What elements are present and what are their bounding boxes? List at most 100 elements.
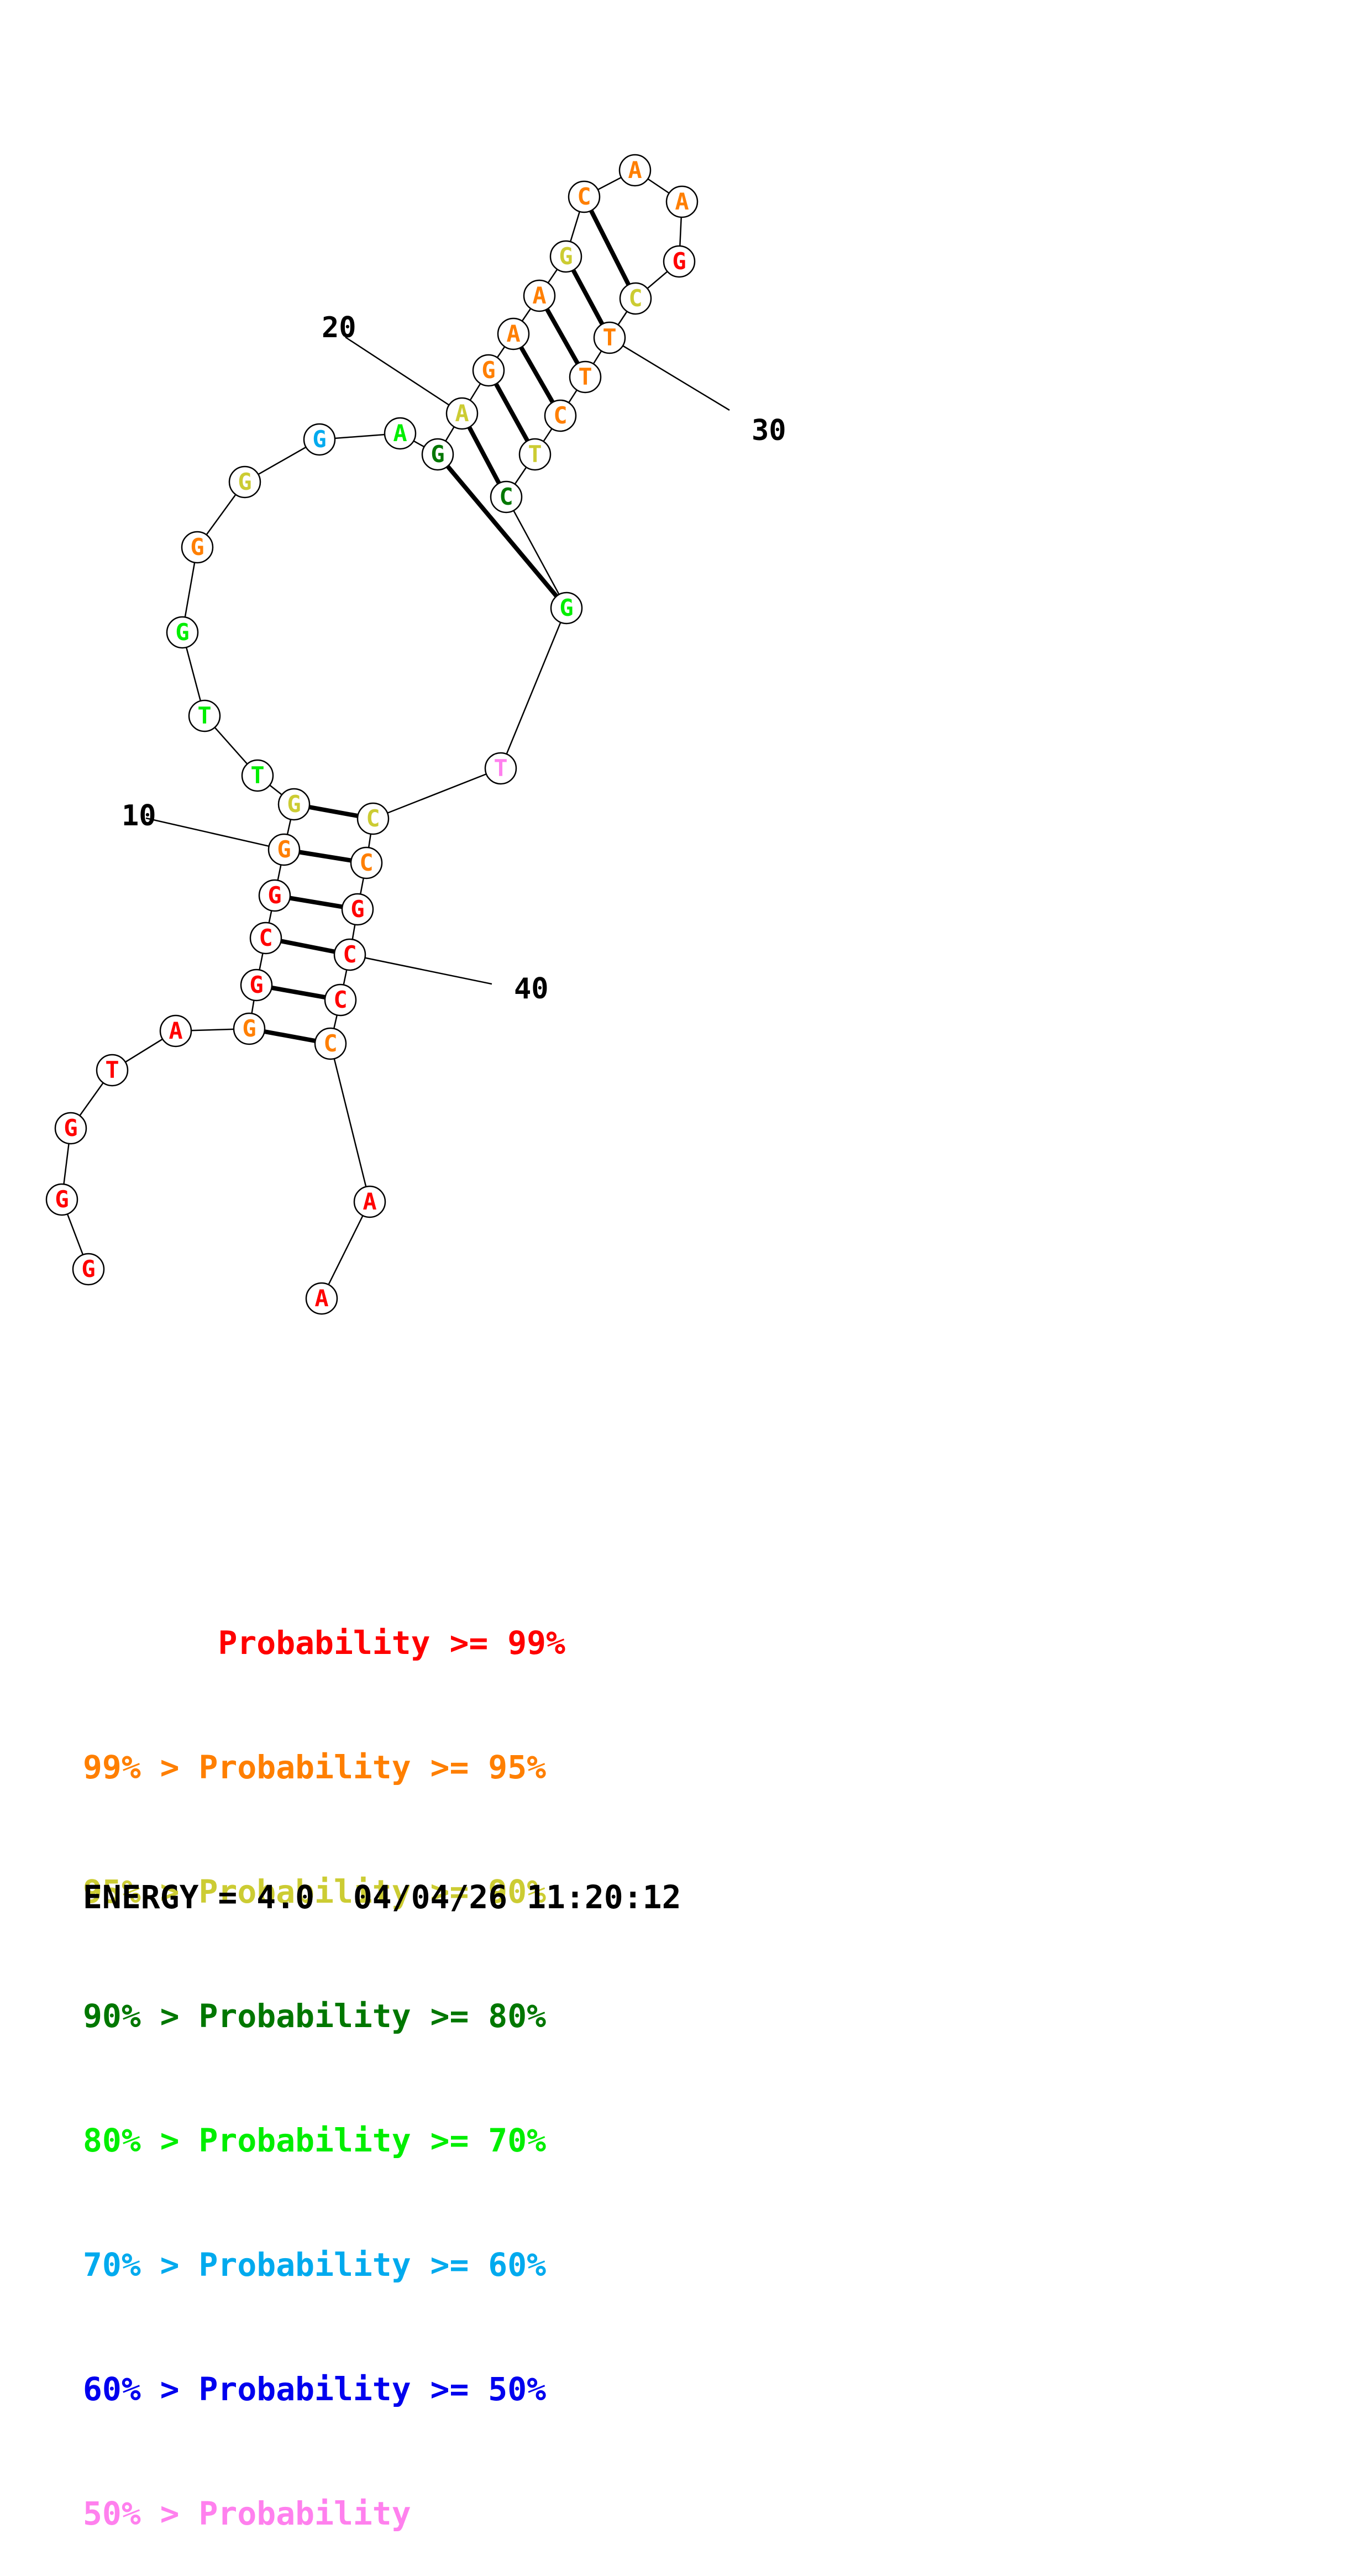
nucleotide: T: [593, 321, 626, 354]
position-label-line: [345, 336, 463, 415]
nucleotide-circle: [45, 1183, 78, 1216]
nucleotide: A: [497, 317, 530, 350]
nucleotide-letter: C: [359, 849, 373, 876]
nucleotide-circle: [166, 616, 199, 649]
nucleotide-letter: G: [481, 357, 495, 384]
legend-text: Probability: [198, 2495, 411, 2532]
legend-row-60: 70% > Probability >= 60%: [83, 2244, 565, 2286]
nucleotide-circle: [472, 354, 505, 387]
nucleotide-circle: [665, 185, 699, 218]
nucleotide-letter: G: [672, 248, 686, 275]
nucleotide-letter: C: [499, 483, 513, 510]
nucleotide: G: [72, 1253, 105, 1286]
nucleotide: A: [384, 417, 417, 450]
nucleotide-letter: G: [242, 1015, 256, 1042]
nucleotide-circle: [181, 531, 214, 564]
nucleotide: T: [188, 699, 221, 732]
nucleotide: A: [523, 279, 556, 312]
nucleotide: A: [445, 397, 479, 430]
nucleotide-letter: A: [363, 1188, 376, 1215]
nucleotide: G: [303, 423, 336, 456]
nucleotide-letter: T: [578, 363, 592, 390]
nucleotide-circle: [249, 922, 282, 955]
nucleotide: G: [267, 833, 301, 866]
legend-prefix: 80% >: [83, 2122, 199, 2159]
nucleotide-circle: [593, 321, 626, 354]
nucleotide-circle: [233, 1012, 266, 1045]
nucleotide-circle: [549, 240, 582, 273]
legend-row-90: 95% > Probability >= 90%: [83, 1871, 565, 1913]
nucleotide: G: [472, 354, 505, 387]
nucleotide: T: [569, 360, 602, 394]
legend-prefix: 50% >: [83, 2495, 199, 2532]
nucleotide-letter: C: [259, 924, 272, 951]
nucleotide-circle: [228, 465, 261, 499]
nucleotide: A: [305, 1282, 338, 1315]
nucleotide: A: [618, 154, 652, 187]
legend-row-99: Probability >= 99%: [83, 1622, 565, 1664]
legend-text: Probability >= 99%: [218, 1624, 565, 1662]
nucleotide-circle: [619, 282, 652, 315]
nucleotide-letter: T: [250, 762, 264, 789]
nucleotide-letter: T: [494, 755, 507, 782]
nucleotide-circle: [258, 879, 291, 912]
legend-prefix: 90% >: [83, 1997, 199, 2035]
nucleotide: G: [166, 616, 199, 649]
nucleotide-circle: [569, 360, 602, 394]
backbone-segment: [329, 1043, 371, 1202]
energy-line: ENERGY = 4.0 04/04/26 11:20:12: [83, 1878, 681, 1916]
nucleotide-letter: A: [314, 1285, 328, 1312]
backbone-segment: [500, 608, 568, 769]
nucleotide: G: [550, 591, 583, 625]
nucleotide-letter: G: [312, 426, 326, 453]
nucleotide-letter: C: [323, 1030, 337, 1057]
nucleotide: G: [54, 1112, 87, 1145]
nucleotide: G: [233, 1012, 266, 1045]
position-label: 40: [514, 972, 549, 1006]
nucleotide-letter: G: [238, 468, 251, 495]
nucleotide-letter: C: [628, 285, 642, 312]
nucleotide-circle: [324, 983, 357, 1017]
nucleotide-circle: [568, 180, 601, 213]
nucleotide-circle: [550, 591, 583, 625]
nucleotide: G: [341, 893, 374, 926]
base-pair-line: [582, 196, 638, 300]
nucleotide: C: [350, 846, 383, 879]
nucleotide-circle: [356, 802, 390, 835]
legend-text: Probability >= 80%: [198, 1997, 547, 2035]
nucleotide-letter: C: [343, 941, 356, 968]
nucleotide: G: [240, 968, 273, 1002]
nucleotide-circle: [267, 833, 301, 866]
nucleotide: C: [249, 922, 282, 955]
nucleotide-circle: [159, 1014, 192, 1048]
nucleotide-circle: [54, 1112, 87, 1145]
legend-prefix: 99% >: [83, 1748, 199, 1786]
nucleotide-letter: G: [249, 971, 263, 998]
nucleotide: C: [490, 480, 523, 514]
nucleotide: T: [241, 759, 274, 792]
nucleotide: T: [518, 438, 552, 471]
nucleotide: T: [96, 1054, 129, 1087]
legend-row-50: 60% > Probability >= 50%: [83, 2369, 565, 2410]
nucleotide-letter: C: [333, 986, 347, 1013]
nucleotide: T: [484, 752, 517, 785]
legend-prefix: 60% >: [83, 2370, 199, 2408]
nucleotide-letter: G: [267, 882, 281, 909]
nucleotide-circle: [341, 893, 374, 926]
nucleotide-circle: [333, 938, 366, 971]
legend-prefix: 95% >: [83, 1873, 199, 1910]
nucleotide-circle: [188, 699, 221, 732]
nucleotide-letter: G: [350, 896, 364, 923]
nucleotide-circle: [72, 1253, 105, 1286]
legend-prefix: 70% >: [83, 2246, 199, 2284]
legend-row-80: 90% > Probability >= 80%: [83, 1996, 565, 2037]
nucleotide: G: [663, 245, 696, 278]
nucleotide: C: [333, 938, 366, 971]
nucleotide-letter: A: [532, 282, 546, 309]
backbone-lines: [61, 169, 683, 1299]
nucleotide-circle: [240, 968, 273, 1002]
legend-text: Probability >= 90%: [198, 1873, 547, 1910]
nucleotide-circle: [618, 154, 652, 187]
nucleotide-circle: [518, 438, 552, 471]
